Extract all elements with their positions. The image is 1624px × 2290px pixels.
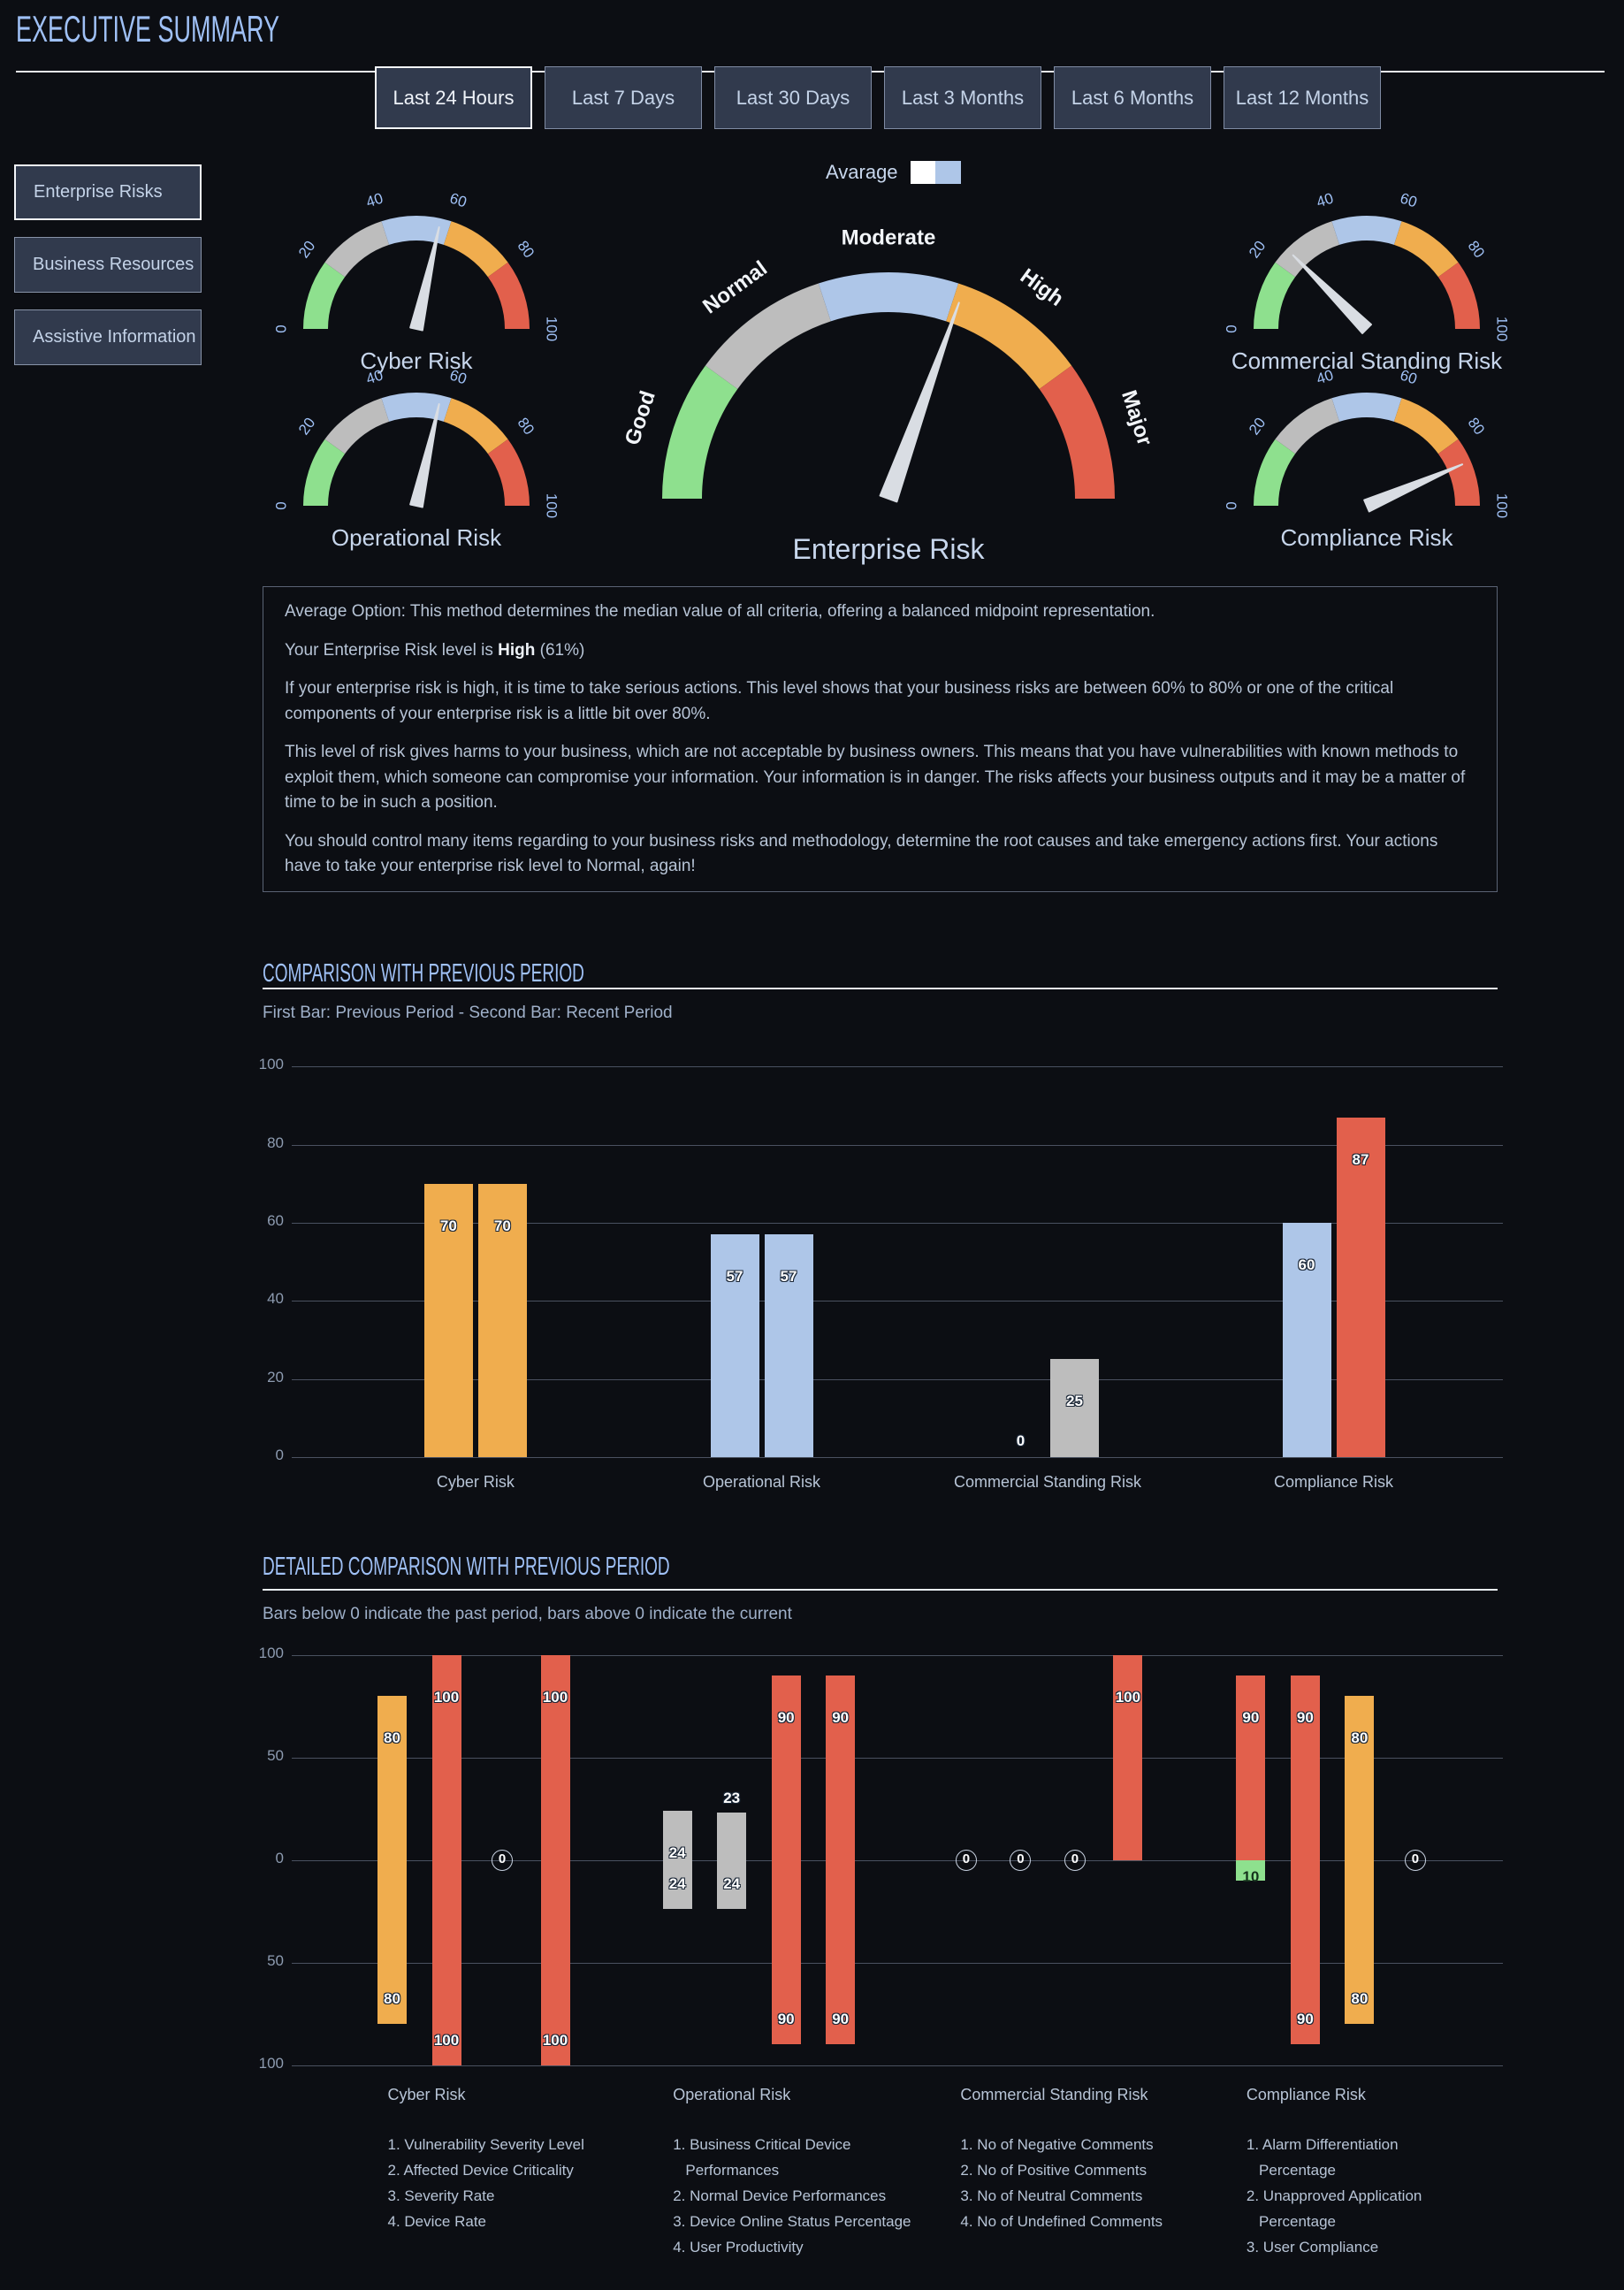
svg-text:60: 60	[447, 367, 469, 388]
svg-text:80: 80	[515, 415, 538, 438]
svg-text:20: 20	[1246, 238, 1269, 261]
svg-text:Major: Major	[1117, 387, 1156, 448]
svg-text:40: 40	[364, 190, 385, 211]
svg-text:60: 60	[447, 190, 469, 211]
svg-text:Normal: Normal	[698, 256, 772, 318]
svg-text:0: 0	[1223, 501, 1239, 509]
svg-text:100: 100	[1494, 493, 1511, 518]
svg-text:20: 20	[295, 415, 318, 438]
svg-text:60: 60	[1398, 190, 1419, 211]
svg-text:40: 40	[364, 367, 385, 388]
svg-text:0: 0	[272, 324, 289, 332]
svg-text:0: 0	[272, 501, 289, 509]
svg-text:Operational Risk: Operational Risk	[332, 524, 502, 551]
svg-text:20: 20	[1246, 415, 1269, 438]
svg-text:60: 60	[1398, 367, 1419, 388]
svg-text:Moderate: Moderate	[842, 225, 936, 249]
svg-text:80: 80	[1465, 415, 1488, 438]
svg-text:40: 40	[1315, 367, 1336, 388]
svg-text:100: 100	[544, 493, 560, 518]
svg-text:20: 20	[295, 238, 318, 261]
svg-text:0: 0	[1223, 324, 1239, 332]
svg-text:80: 80	[1465, 238, 1488, 261]
svg-text:80: 80	[515, 238, 538, 261]
svg-text:100: 100	[1494, 317, 1511, 341]
svg-text:100: 100	[544, 317, 560, 341]
svg-text:Good: Good	[621, 388, 660, 448]
svg-text:40: 40	[1315, 190, 1336, 211]
svg-text:High: High	[1016, 264, 1068, 311]
svg-text:Compliance Risk: Compliance Risk	[1280, 524, 1453, 551]
svg-text:Enterprise Risk: Enterprise Risk	[793, 533, 986, 565]
